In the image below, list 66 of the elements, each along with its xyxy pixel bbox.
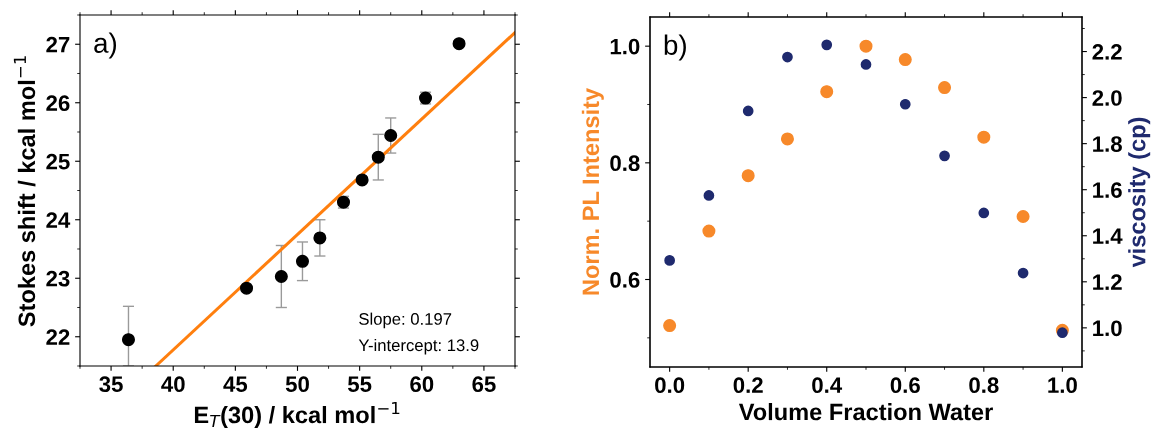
y-tick-label: 1.0 (610, 38, 640, 55)
y-tick-label: 25 (46, 153, 70, 170)
annotation: Slope: 0.197 (359, 312, 452, 329)
x-tick-label: 55 (347, 376, 372, 393)
x-tick-label: 35 (99, 376, 123, 393)
y2-axis-title: viscosity (cp) (1128, 117, 1151, 268)
point (1017, 267, 1029, 279)
y2-tick-label: 2.0 (1092, 90, 1122, 106)
x-tick-label: 0.6 (890, 377, 920, 394)
x-tick-label: 0.8 (969, 377, 999, 394)
point (313, 231, 327, 245)
point (664, 255, 675, 266)
y-tick-label: 0.6 (610, 272, 640, 288)
x-tick-label: 0.2 (733, 377, 763, 394)
y2-tick-label: 1.2 (1093, 274, 1122, 290)
y-axis-title: Stokes shift / kcal mol$^{−1}$ (13, 56, 36, 327)
annotation: a) (94, 32, 117, 59)
point (274, 269, 288, 283)
point (859, 39, 873, 53)
point (898, 53, 912, 67)
x-tick-label: 1.0 (1048, 377, 1077, 394)
y-tick-label: 23 (46, 270, 70, 287)
point (295, 254, 309, 268)
point (782, 51, 793, 63)
annotation: b) (664, 34, 686, 61)
point (1016, 209, 1030, 224)
y2-tick-label: 1.4 (1093, 228, 1123, 244)
x-axis-title: E$_{T}$(30) / kcal mol$^{−1}$ (194, 401, 400, 428)
y2-tick-label: 2.2 (1092, 44, 1122, 60)
x-tick-label: 50 (285, 376, 309, 393)
y-tick-label: 24 (46, 212, 71, 228)
point (384, 129, 398, 143)
point (821, 39, 833, 51)
point (780, 132, 794, 146)
point (938, 81, 952, 95)
point (860, 59, 872, 70)
x-tick-label: 60 (410, 376, 434, 393)
y2-tick-label: 1.0 (1093, 320, 1122, 337)
y2-tick-label: 1.8 (1093, 136, 1122, 152)
y-axis-title: Norm. PL Intensity (581, 88, 604, 295)
point (663, 319, 677, 333)
point (978, 207, 990, 219)
point (703, 190, 715, 201)
x-tick-label: 0.0 (655, 377, 685, 394)
point (939, 150, 950, 162)
y-tick-label: 22 (46, 329, 70, 345)
point (240, 281, 254, 295)
y2-tick-label: 1.6 (1093, 182, 1122, 198)
point (121, 333, 135, 347)
annotation: Y-intercept: 13.9 (358, 338, 479, 355)
x-tick-label: 0.4 (812, 377, 843, 394)
x-tick-label: 45 (223, 376, 248, 393)
point (371, 150, 385, 164)
y-tick-label: 27 (46, 36, 70, 53)
x-axis-title: Volume Fraction Water (738, 402, 993, 421)
point (1057, 327, 1068, 339)
point (899, 98, 911, 110)
point (702, 224, 716, 238)
y-tick-label: 26 (46, 95, 70, 112)
point (820, 85, 834, 99)
x-tick-label: 40 (161, 376, 185, 393)
y-tick-label: 0.8 (610, 155, 640, 172)
x-tick-label: 65 (472, 376, 496, 393)
point (741, 169, 755, 183)
point (742, 105, 754, 117)
point (977, 130, 991, 144)
